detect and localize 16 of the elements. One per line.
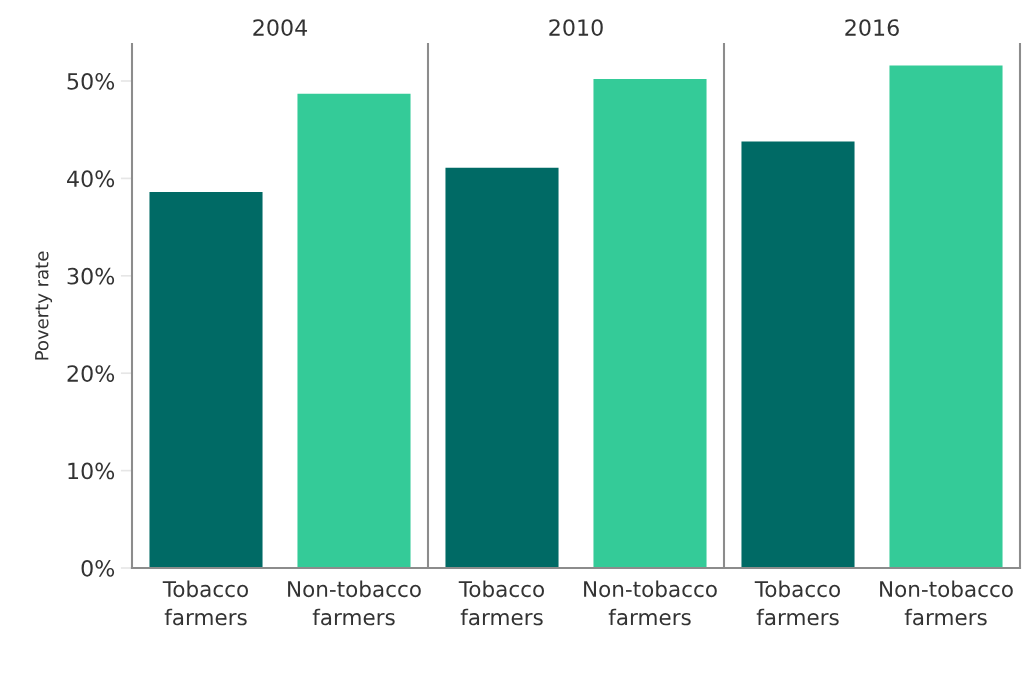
x-tick-label: Tobacco farmers <box>162 580 248 626</box>
x-tick-label: Tobacco farmers <box>754 580 840 626</box>
chart-title: 2016 <box>845 19 899 36</box>
y-tick-label: 10% <box>68 462 115 480</box>
x-tick-label: Non-tobacco farmers <box>584 580 717 626</box>
x-tick-label: Non-tobacco farmers <box>880 580 1013 626</box>
x-tick-label: Tobacco farmers <box>458 580 544 626</box>
y-axis-title: Poverty rate <box>35 251 53 360</box>
chart-title: 2010 <box>549 19 603 36</box>
chart-title: 2004 <box>253 19 308 36</box>
y-tick-label: 40% <box>67 170 115 188</box>
y-tick-label: 30% <box>67 267 115 285</box>
y-tick-label: 20% <box>67 365 115 382</box>
y-tick-label: 50% <box>67 72 115 90</box>
y-tick-label: 0% <box>81 559 115 577</box>
x-tick-label: Non-tobacco farmers <box>288 580 421 626</box>
